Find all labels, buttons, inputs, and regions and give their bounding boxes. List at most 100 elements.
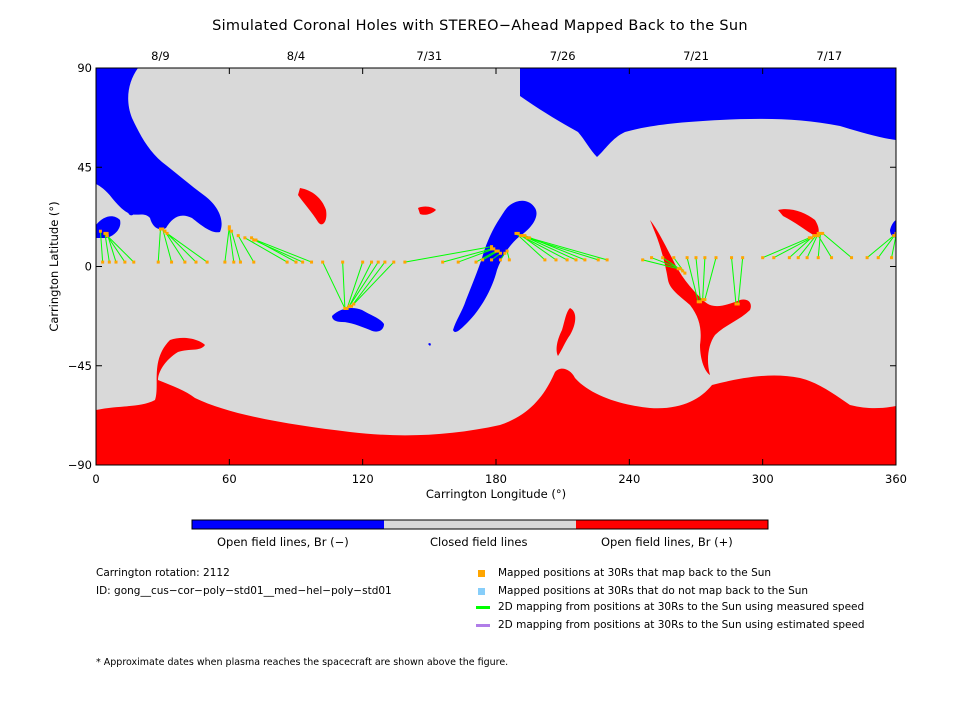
footpoint bbox=[703, 298, 707, 302]
footpoint bbox=[492, 247, 496, 251]
negative-hole-small-1 bbox=[96, 216, 121, 238]
mapping-line bbox=[157, 228, 161, 263]
legend-unmapped-swatch bbox=[478, 588, 485, 595]
footpoint bbox=[103, 231, 107, 235]
footpoint bbox=[734, 302, 738, 306]
mapped-point bbox=[370, 260, 374, 264]
footpoint bbox=[496, 249, 500, 253]
footpoint bbox=[736, 302, 740, 306]
x-tick-label: 0 bbox=[92, 472, 99, 486]
footpoint bbox=[807, 236, 811, 240]
mapping-line bbox=[106, 235, 135, 263]
mapped-point bbox=[565, 258, 569, 262]
footpoint bbox=[105, 231, 109, 235]
mapping-line bbox=[346, 261, 364, 309]
footpoint bbox=[98, 229, 102, 233]
mapped-point bbox=[543, 258, 547, 262]
mapped-point bbox=[481, 258, 485, 262]
negative-hole-south bbox=[332, 308, 384, 332]
mapped-point bbox=[830, 256, 834, 260]
mapping-line bbox=[353, 261, 395, 305]
mapped-point bbox=[285, 260, 289, 264]
legend-estimated-swatch bbox=[476, 624, 490, 627]
x-tick-label: 240 bbox=[618, 472, 640, 486]
mapped-point bbox=[403, 260, 407, 264]
colorbar-label-positive: Open field lines, Br (+) bbox=[601, 535, 733, 549]
mapped-point bbox=[761, 256, 765, 260]
mapping-line bbox=[822, 233, 852, 259]
mapped-point bbox=[672, 256, 676, 260]
mapping-line bbox=[806, 233, 819, 258]
mapping-line bbox=[342, 262, 346, 309]
mapped-point bbox=[865, 256, 869, 260]
mapping-line bbox=[529, 237, 608, 261]
footpoint bbox=[498, 251, 502, 255]
mapping-line bbox=[702, 257, 706, 300]
footpoint bbox=[350, 304, 354, 308]
mapped-point bbox=[252, 260, 256, 264]
footpoint bbox=[518, 234, 522, 238]
y-tick-label: −45 bbox=[68, 359, 92, 373]
negative-hole-tiny bbox=[428, 343, 431, 346]
mapping-line bbox=[164, 230, 186, 263]
top-date-label: 8/9 bbox=[151, 49, 170, 63]
chart-title: Simulated Coronal Holes with STEREO−Ahea… bbox=[212, 18, 748, 34]
y-tick-label: 0 bbox=[85, 260, 92, 274]
mapped-point bbox=[685, 256, 689, 260]
mapped-point bbox=[850, 256, 854, 260]
x-tick-label: 180 bbox=[485, 472, 507, 486]
footpoint bbox=[230, 229, 234, 233]
x-tick-label: 60 bbox=[222, 472, 237, 486]
mapping-line bbox=[351, 261, 386, 307]
footpoint bbox=[490, 245, 494, 249]
legend-mapped-swatch bbox=[478, 570, 485, 577]
mapped-point bbox=[392, 260, 396, 264]
footpoint bbox=[163, 229, 167, 233]
mapped-point bbox=[123, 260, 127, 264]
y-axis-label: Carrington Latitude (°) bbox=[47, 201, 61, 331]
mapped-point bbox=[816, 256, 820, 260]
model-id: ID: gong__cus−cor−poly−std01__med−hel−po… bbox=[96, 585, 392, 597]
mapped-point bbox=[498, 258, 502, 262]
mapped-point bbox=[507, 258, 511, 262]
mapping-line bbox=[228, 228, 235, 263]
mapped-point bbox=[156, 260, 160, 264]
mapped-point bbox=[650, 256, 654, 260]
footpoint bbox=[516, 231, 520, 235]
legend-measured-label: 2D mapping from positions at 30Rs to the… bbox=[498, 601, 865, 613]
footpoint bbox=[681, 269, 685, 273]
positive-hole-small-3 bbox=[418, 206, 436, 215]
mapped-point bbox=[310, 260, 314, 264]
colorbar-closed bbox=[384, 520, 576, 529]
mapping-line bbox=[458, 248, 494, 263]
mapped-point bbox=[596, 258, 600, 262]
mapped-point bbox=[796, 256, 800, 260]
footpoint bbox=[227, 227, 231, 231]
mapping-line bbox=[322, 261, 346, 309]
footpoint bbox=[345, 306, 349, 310]
mapping-line bbox=[99, 231, 104, 263]
footpoint bbox=[490, 247, 494, 251]
mapped-point bbox=[194, 260, 198, 264]
top-date-label: 7/17 bbox=[816, 49, 842, 63]
mapping-line bbox=[877, 233, 896, 258]
mapping-line bbox=[253, 239, 303, 263]
mapping-line bbox=[237, 235, 255, 263]
mapped-point bbox=[772, 256, 776, 260]
footpoint bbox=[812, 234, 816, 238]
mapped-point bbox=[441, 260, 445, 264]
footpoint bbox=[814, 234, 818, 238]
footpoint bbox=[343, 306, 347, 310]
mapped-point bbox=[101, 260, 105, 264]
footpoint bbox=[678, 267, 682, 271]
colorbar-label-closed: Closed field lines bbox=[430, 535, 528, 549]
mapping-line bbox=[737, 257, 744, 305]
mapping-line bbox=[762, 237, 810, 259]
south-polar-positive-hole bbox=[96, 337, 896, 465]
footpoint bbox=[514, 231, 518, 235]
north-polar-negative-hole-east bbox=[520, 68, 896, 157]
mapping-line bbox=[773, 237, 812, 259]
positive-hole-small-1 bbox=[556, 308, 576, 356]
